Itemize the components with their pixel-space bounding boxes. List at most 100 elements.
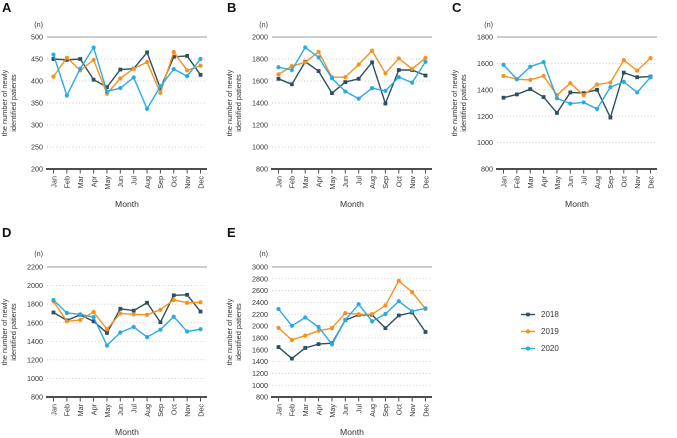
month-label: Apr bbox=[539, 175, 548, 187]
legend-item-2019: 2019 bbox=[521, 323, 591, 340]
data-point-2018 bbox=[501, 95, 506, 100]
month-label: Nov bbox=[183, 176, 192, 189]
data-point-2020 bbox=[276, 306, 281, 312]
y-tick-label: 1400 bbox=[252, 99, 268, 108]
data-point-2018 bbox=[595, 87, 599, 92]
data-point-2018 bbox=[289, 356, 294, 361]
data-point-2020 bbox=[289, 67, 294, 73]
chart-svg-b: 800 1000 1200 1400 1600 1800 2000 (n) the number… bbox=[225, 20, 432, 209]
y-tick-label: 1800 bbox=[252, 55, 268, 64]
data-point-2020 bbox=[289, 323, 294, 328]
month-label: Feb bbox=[288, 404, 297, 416]
y-tick-label: 2200 bbox=[252, 310, 268, 319]
data-point-2020 bbox=[648, 75, 653, 80]
y-tick-label: 2000 bbox=[252, 33, 268, 42]
data-point-2019 bbox=[118, 311, 123, 316]
data-point-2018 bbox=[276, 76, 281, 81]
y-unit-label: (n) bbox=[259, 249, 268, 258]
month-label: Apr bbox=[314, 403, 323, 415]
panel-e: E 800 1000 1200 1400 1600 1800 2000 2200 2400 260… bbox=[225, 225, 450, 438]
y-axis-title-line2: identified patients bbox=[9, 303, 18, 361]
month-label: Oct bbox=[395, 404, 404, 415]
data-point-2020 bbox=[91, 45, 96, 50]
month-label: Apr bbox=[89, 175, 98, 187]
month-label: Jun bbox=[116, 404, 125, 416]
data-point-2020 bbox=[329, 76, 335, 81]
data-point-2020 bbox=[383, 88, 388, 93]
data-point-2018 bbox=[289, 82, 294, 87]
legend: 2018 2019 2020 bbox=[521, 306, 591, 357]
x-axis-label: Month bbox=[565, 199, 589, 209]
x-axis-label: Month bbox=[340, 427, 364, 437]
data-point-2019 bbox=[104, 327, 110, 332]
data-point-2020 bbox=[621, 79, 626, 84]
data-point-2019 bbox=[64, 319, 69, 324]
data-point-2020 bbox=[198, 327, 203, 332]
month-label: Jun bbox=[341, 404, 350, 416]
series-line-2019 bbox=[52, 299, 201, 330]
data-point-2020 bbox=[104, 343, 110, 348]
data-point-2019 bbox=[581, 92, 586, 98]
data-point-2019 bbox=[369, 312, 375, 317]
series-line-2019 bbox=[278, 280, 427, 341]
data-point-2020 bbox=[158, 327, 163, 332]
data-point-2018 bbox=[555, 111, 559, 115]
month-label: Aug bbox=[368, 404, 377, 417]
month-label: Sep bbox=[381, 176, 390, 189]
y-unit-label: (n) bbox=[484, 20, 493, 29]
month-label: Jul bbox=[579, 176, 588, 186]
data-point-2020 bbox=[144, 335, 150, 340]
month-label: Jan bbox=[49, 404, 58, 416]
data-point-2019 bbox=[131, 312, 136, 317]
data-point-2019 bbox=[158, 90, 163, 95]
y-axis-title-line2: identified patients bbox=[234, 303, 243, 361]
legend-marker-2018-icon bbox=[521, 312, 535, 317]
data-point-2019 bbox=[51, 74, 56, 79]
data-point-2020 bbox=[91, 315, 96, 320]
data-point-2020 bbox=[594, 106, 600, 112]
data-point-2020 bbox=[635, 90, 640, 95]
data-point-2020 bbox=[410, 309, 415, 314]
y-tick-label: 1800 bbox=[252, 334, 268, 343]
data-point-2018 bbox=[171, 54, 176, 59]
panel-c: C 800 1000 1200 1400 1600 1800 (n) the number o… bbox=[450, 0, 677, 220]
data-point-2019 bbox=[501, 73, 506, 79]
y-axis-title-line2: identified patients bbox=[9, 74, 18, 132]
chart-svg-e: 800 1000 1200 1400 1600 1800 2000 2200 2400 2600 2… bbox=[225, 249, 432, 437]
y-tick-label: 1000 bbox=[252, 143, 268, 152]
data-point-2018 bbox=[635, 75, 640, 80]
data-point-2018 bbox=[608, 115, 613, 120]
data-point-2019 bbox=[91, 57, 96, 62]
data-point-2020 bbox=[329, 342, 335, 347]
data-point-2020 bbox=[171, 314, 176, 319]
data-point-2019 bbox=[541, 73, 546, 79]
data-point-2018 bbox=[370, 60, 374, 65]
legend-point bbox=[525, 329, 531, 334]
y-tick-label: 800 bbox=[481, 165, 493, 174]
data-point-2020 bbox=[118, 85, 123, 91]
series-line-2019 bbox=[278, 50, 426, 78]
data-point-2019 bbox=[528, 77, 533, 82]
series-line-2020 bbox=[277, 300, 426, 346]
y-tick-label: 1400 bbox=[252, 357, 268, 366]
data-point-2018 bbox=[396, 313, 401, 318]
month-label: Mar bbox=[76, 403, 85, 416]
data-point-2019 bbox=[64, 55, 69, 60]
y-unit-label: (n) bbox=[259, 20, 268, 29]
y-tick-label: 400 bbox=[31, 77, 43, 86]
month-label: Nov bbox=[408, 404, 417, 417]
data-point-2020 bbox=[51, 297, 56, 303]
month-label: Mar bbox=[76, 175, 85, 188]
data-point-2018 bbox=[105, 331, 109, 335]
y-tick-label: 1200 bbox=[477, 112, 493, 121]
data-point-2019 bbox=[198, 63, 203, 68]
data-point-2020 bbox=[514, 77, 519, 82]
data-point-2020 bbox=[144, 106, 150, 111]
data-point-2018 bbox=[158, 86, 163, 91]
data-point-2019 bbox=[316, 49, 321, 54]
month-label: Sep bbox=[156, 176, 165, 189]
data-point-2019 bbox=[316, 328, 321, 333]
y-tick-label: 350 bbox=[31, 99, 43, 108]
data-point-2018 bbox=[131, 308, 136, 313]
data-point-2019 bbox=[356, 62, 361, 67]
